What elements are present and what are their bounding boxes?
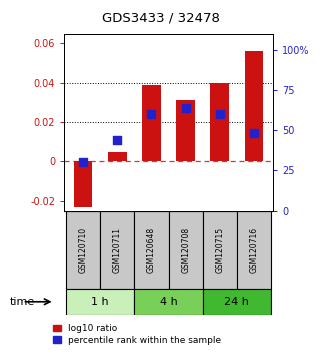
- Legend: log10 ratio, percentile rank within the sample: log10 ratio, percentile rank within the …: [53, 324, 221, 345]
- Bar: [203, 289, 271, 315]
- Bar: [66, 211, 100, 289]
- Bar: [134, 211, 169, 289]
- Point: [251, 131, 256, 136]
- Point: [115, 137, 120, 143]
- Bar: [134, 289, 203, 315]
- Point: [81, 160, 86, 165]
- Point: [149, 111, 154, 117]
- Text: GSM120716: GSM120716: [249, 227, 258, 273]
- Text: GSM120710: GSM120710: [79, 227, 88, 273]
- Point: [217, 111, 222, 117]
- Bar: [66, 289, 134, 315]
- Bar: [203, 211, 237, 289]
- Bar: [211, 83, 229, 161]
- Bar: [142, 85, 161, 161]
- Text: time: time: [10, 297, 35, 307]
- Bar: [74, 161, 92, 207]
- Bar: [176, 101, 195, 161]
- Bar: [100, 211, 134, 289]
- Text: GSM120648: GSM120648: [147, 227, 156, 273]
- Text: 1 h: 1 h: [91, 297, 109, 307]
- Text: GSM120715: GSM120715: [215, 227, 224, 273]
- Bar: [237, 211, 271, 289]
- Bar: [108, 152, 126, 161]
- Point: [183, 105, 188, 110]
- Bar: [169, 211, 203, 289]
- Text: 4 h: 4 h: [160, 297, 178, 307]
- Text: GDS3433 / 32478: GDS3433 / 32478: [101, 12, 220, 25]
- Text: GSM120711: GSM120711: [113, 227, 122, 273]
- Text: 24 h: 24 h: [224, 297, 249, 307]
- Bar: [245, 51, 264, 161]
- Text: GSM120708: GSM120708: [181, 227, 190, 273]
